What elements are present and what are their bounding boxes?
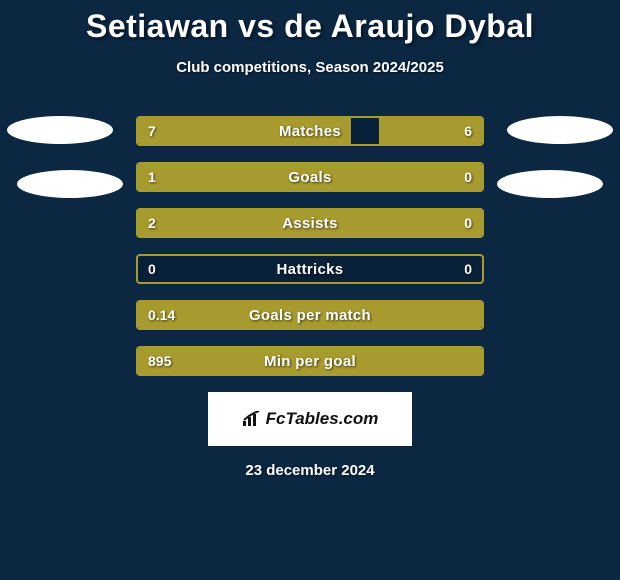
stat-label: Hattricks — [138, 256, 482, 282]
comparison-subtitle: Club competitions, Season 2024/2025 — [0, 59, 620, 76]
source-logo-box: FcTables.com — [208, 392, 412, 446]
player2-avatar-shape-b — [497, 170, 603, 198]
stat-label: Assists — [138, 210, 482, 236]
player1-avatar-shape-a — [7, 116, 113, 144]
source-logo: FcTables.com — [242, 409, 379, 429]
player1-avatar-shape-b — [17, 170, 123, 198]
stat-label: Goals — [138, 164, 482, 190]
stat-label: Goals per match — [138, 302, 482, 328]
stat-row: 20Assists — [136, 208, 484, 238]
source-logo-text: FcTables.com — [266, 409, 379, 429]
comparison-title: Setiawan vs de Araujo Dybal — [0, 0, 620, 45]
chart-icon — [242, 411, 262, 427]
comparison-chart: 76Matches 10Goals 20Assists 00Hattricks 0.14… — [0, 116, 620, 376]
stat-row: 76Matches — [136, 116, 484, 146]
stat-label: Min per goal — [138, 348, 482, 374]
stat-row: 0.14Goals per match — [136, 300, 484, 330]
player2-avatar-shape-a — [507, 116, 613, 144]
stat-rows: 76Matches 10Goals 20Assists 00Hattricks 0.14… — [136, 116, 484, 376]
comparison-date: 23 december 2024 — [0, 462, 620, 479]
stat-row: 895Min per goal — [136, 346, 484, 376]
stat-row: 10Goals — [136, 162, 484, 192]
stat-label: Matches — [138, 118, 482, 144]
stat-row: 00Hattricks — [136, 254, 484, 284]
